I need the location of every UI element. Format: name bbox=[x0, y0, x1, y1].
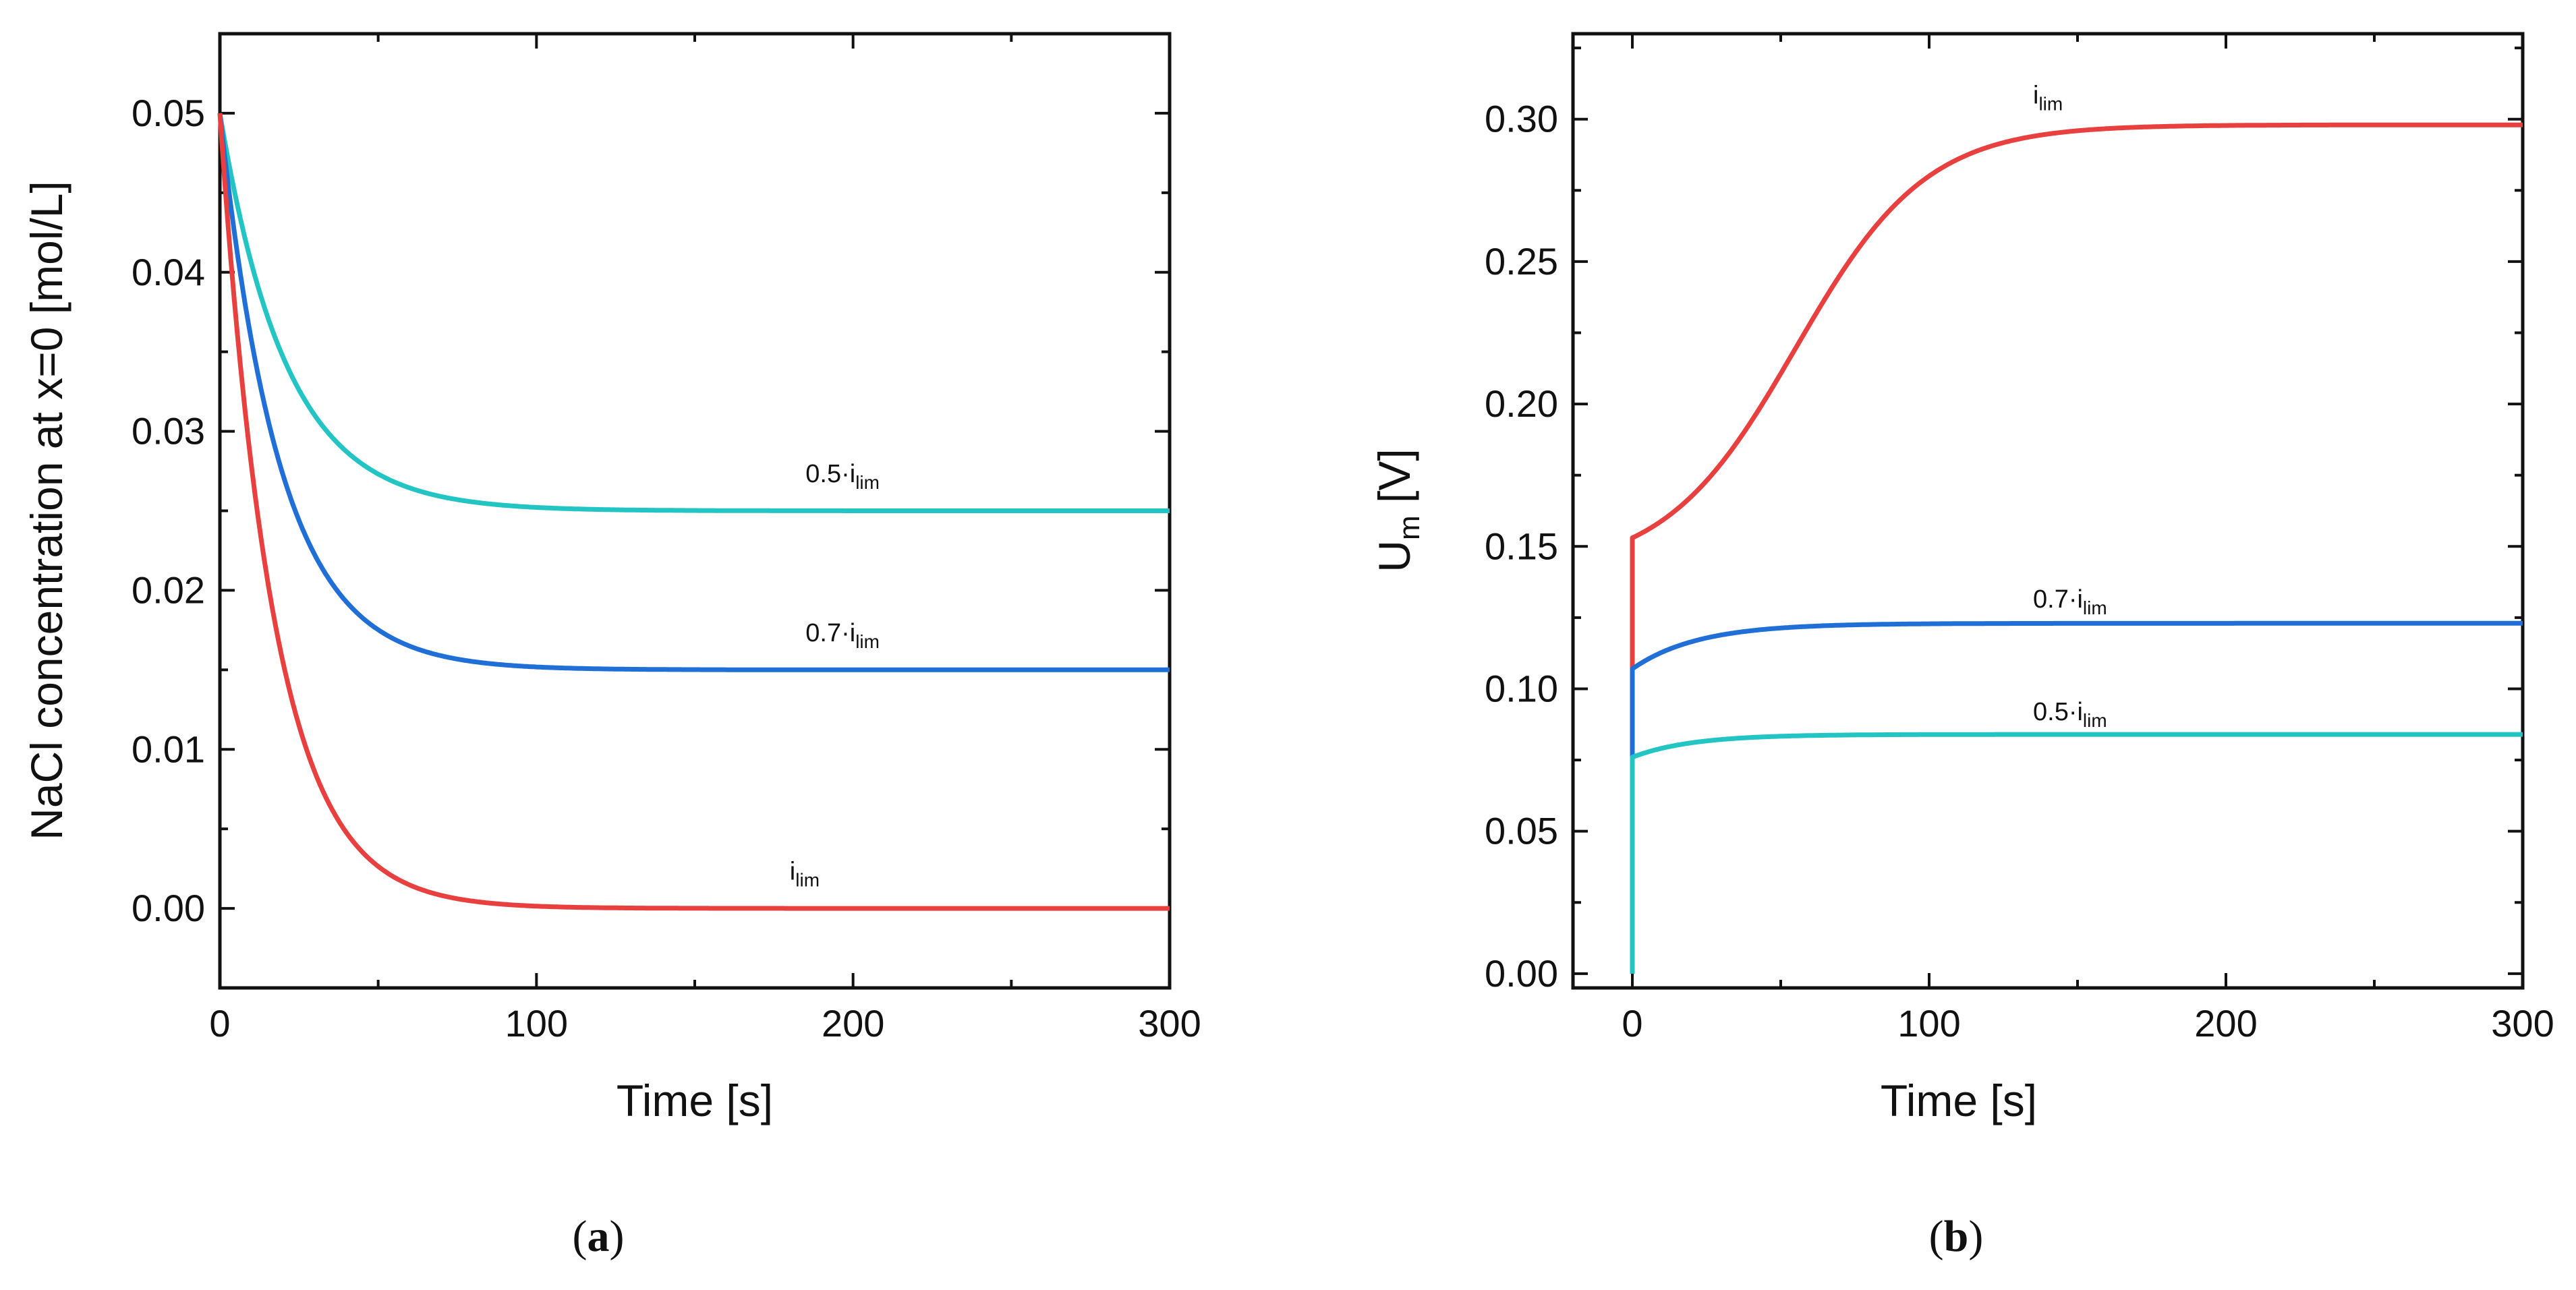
panel-a: 0 100 200 300 0.00 0.01 0.02 0.03 0.04 0.05 0.5·i… bbox=[22, 32, 1201, 1261]
series-label-a-2: ilim bbox=[790, 858, 820, 891]
series-label-b-1: 0.7·ilim bbox=[2033, 585, 2107, 618]
caption-a: (a) bbox=[573, 1212, 625, 1261]
series-label-b-2: 0.5·ilim bbox=[2033, 698, 2107, 731]
y-axis-title-b: Um [V] bbox=[1369, 448, 1426, 572]
y-tick-label-b: 0.30 bbox=[1485, 98, 1558, 140]
caption-b: (b) bbox=[1929, 1212, 1984, 1261]
x-tick-label-b: 200 bbox=[2194, 1002, 2257, 1045]
y-tick-label-b: 0.10 bbox=[1485, 667, 1558, 709]
series-line-b-0 bbox=[1630, 122, 2524, 974]
x-tick-label-b: 0 bbox=[1622, 1002, 1642, 1045]
y-tick-label-a: 0.03 bbox=[132, 410, 205, 452]
series-line-a-1 bbox=[217, 113, 1171, 672]
plot-frame-b bbox=[1571, 32, 2525, 990]
series-line-a-0 bbox=[217, 113, 1171, 513]
series-labels-a: 0.5·ilim 0.7·ilim ilim bbox=[790, 460, 880, 891]
y-tick-label-a: 0.05 bbox=[132, 92, 205, 134]
x-tick-label-a: 300 bbox=[1138, 1002, 1201, 1045]
x-tick-label-a: 100 bbox=[505, 1002, 568, 1045]
y-tick-label-a: 0.04 bbox=[132, 251, 205, 293]
x-tick-label-b: 100 bbox=[1897, 1002, 1960, 1045]
y-tick-label-b: 0.25 bbox=[1485, 240, 1558, 283]
series-label-a-1: 0.7·ilim bbox=[805, 619, 880, 652]
panel-b: 0 100 200 300 0.00 0.05 0.10 0.15 0.20 0.25 0.30 i… bbox=[1369, 32, 2554, 1261]
x-axis-title-b: Time [s] bbox=[1881, 1076, 2037, 1125]
y-tick-label-a: 0.01 bbox=[132, 728, 205, 770]
y-tick-label-b: 0.00 bbox=[1485, 952, 1558, 995]
ticks-a: 0 100 200 300 0.00 0.01 0.02 0.03 0.04 0.05 bbox=[132, 34, 1201, 1045]
y-tick-label-b: 0.05 bbox=[1485, 810, 1558, 852]
y-tick-label-a: 0.02 bbox=[132, 568, 205, 611]
series-line-a-2 bbox=[217, 113, 1171, 911]
series-line-b-2 bbox=[1630, 732, 2524, 974]
x-axis-title-a: Time [s] bbox=[617, 1076, 773, 1125]
y-tick-label-a: 0.00 bbox=[132, 887, 205, 929]
series-labels-b: ilim 0.7·ilim 0.5·ilim bbox=[2033, 81, 2107, 730]
x-tick-label-a: 200 bbox=[822, 1002, 884, 1045]
series-lines-b bbox=[1630, 122, 2524, 974]
x-tick-label-b: 300 bbox=[2491, 1002, 2554, 1045]
ticks-b: 0 100 200 300 0.00 0.05 0.10 0.15 0.20 0.25 0.30 bbox=[1485, 34, 2554, 1045]
series-label-b-0: ilim bbox=[2033, 81, 2063, 114]
series-line-b-1 bbox=[1630, 620, 2524, 974]
y-tick-label-b: 0.15 bbox=[1485, 525, 1558, 567]
y-tick-label-b: 0.20 bbox=[1485, 382, 1558, 425]
series-lines-a bbox=[217, 113, 1171, 911]
series-label-a-0: 0.5·ilim bbox=[805, 460, 880, 493]
y-axis-title-a: NaCl concentration at x=0 [mol/L] bbox=[22, 181, 71, 840]
x-tick-label-a: 0 bbox=[209, 1002, 230, 1045]
